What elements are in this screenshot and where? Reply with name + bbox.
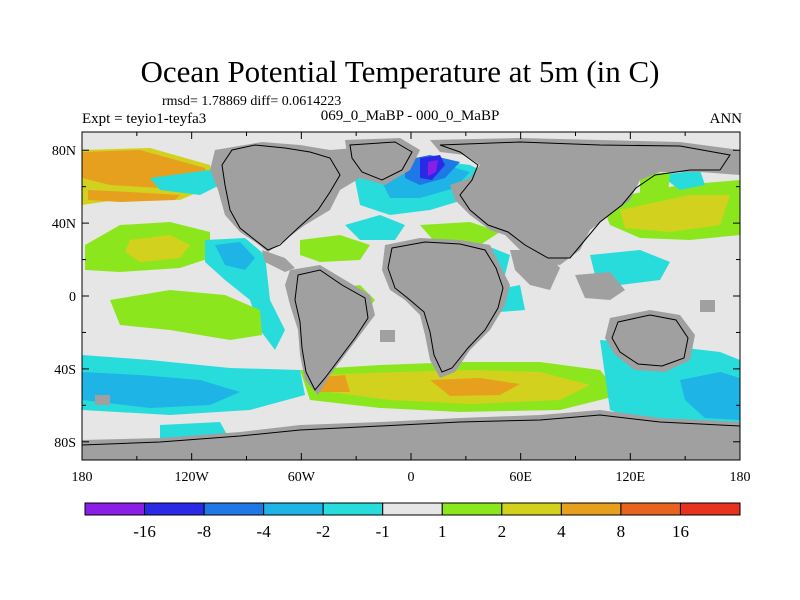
colorbar <box>84 502 741 516</box>
coastline <box>294 269 369 391</box>
x-tick-label: 60W <box>288 470 316 485</box>
colorbar-label: -16 <box>133 522 156 541</box>
y-axis-labels: 80N 40N 0 40S 80S <box>52 144 76 451</box>
colorbar-label: 1 <box>438 522 447 541</box>
experiment-label: Expt = teyio1-teyfa3 <box>82 111 207 127</box>
axis-ticks <box>81 132 741 460</box>
anomaly-region <box>680 372 740 420</box>
colorbar-swatch <box>263 502 324 516</box>
anomaly-region <box>215 242 255 270</box>
colorbar-swatch <box>144 502 205 516</box>
anomaly-region <box>125 235 190 262</box>
land-island <box>700 300 715 312</box>
anomaly-region <box>110 290 262 340</box>
y-tick-label: 40N <box>52 217 76 232</box>
x-tick-label: 0 <box>408 470 415 485</box>
land-island <box>380 330 395 342</box>
coastline <box>439 141 731 259</box>
coastline <box>611 314 689 367</box>
anomaly-regions <box>82 148 740 445</box>
y-tick-label: 0 <box>69 290 76 305</box>
colorbar-label: -2 <box>316 522 330 541</box>
colorbar-swatch <box>560 502 622 516</box>
land-south-america <box>285 265 375 395</box>
colorbar-label: -4 <box>257 522 272 541</box>
anomaly-region <box>300 235 370 262</box>
season-label: ANN <box>709 111 743 127</box>
colorbar-label: -8 <box>197 522 211 541</box>
colorbar-label: 2 <box>498 522 507 541</box>
map-title: Ocean Potential Temperature at 5m (in C) <box>140 54 660 89</box>
land-island <box>95 395 110 405</box>
colorbar-swatch <box>382 502 443 516</box>
colorbar-labels: -16 -8 -4 -2 -1 1 2 4 8 16 <box>133 522 689 541</box>
coastline <box>82 414 740 446</box>
y-tick-label: 80N <box>52 144 76 159</box>
land-central-america <box>262 250 295 272</box>
map-plot-area <box>82 132 740 460</box>
colorbar-swatch <box>441 502 503 516</box>
anomaly-region <box>660 170 705 190</box>
x-axis-labels: 180 120W 60W 0 60E 120E 180 <box>72 470 751 485</box>
land-mask <box>82 138 740 460</box>
x-tick-label: 180 <box>72 470 93 485</box>
x-tick-label: 60E <box>509 470 532 485</box>
coastlines <box>82 141 740 446</box>
land-north-america <box>210 142 370 252</box>
anomaly-region <box>620 195 730 232</box>
land-africa <box>382 238 510 378</box>
colorbar-swatch <box>322 502 384 516</box>
stats-text: rmsd= 1.78869 diff= 0.0614223 <box>162 94 342 109</box>
colorbar-label: 4 <box>557 522 566 541</box>
anomaly-region <box>640 172 670 195</box>
colorbar-swatch <box>679 502 741 516</box>
period-label: 069_0_MaBP - 000_0_MaBP <box>320 108 500 124</box>
colorbar-label: -1 <box>376 522 390 541</box>
coastline <box>221 144 341 251</box>
x-tick-label: 180 <box>730 470 751 485</box>
x-tick-label: 120W <box>175 470 210 485</box>
y-tick-label: 40S <box>54 363 76 378</box>
x-tick-label: 120E <box>616 470 646 485</box>
colorbar-swatch <box>84 502 146 516</box>
land-indonesia <box>575 272 625 300</box>
colorbar-swatch <box>501 502 562 516</box>
land-eurasia <box>430 138 740 265</box>
anomaly-region <box>150 170 220 195</box>
coastline <box>387 241 504 373</box>
colorbar-swatch <box>620 502 681 516</box>
y-tick-label: 80S <box>54 436 76 451</box>
land-greenland <box>345 138 420 185</box>
land-arabia-india <box>510 250 560 290</box>
anomaly-region <box>82 372 240 408</box>
coastline <box>349 141 413 181</box>
land-antarctica <box>82 410 740 460</box>
colorbar-label: 8 <box>617 522 626 541</box>
colorbar-label: 16 <box>672 522 689 541</box>
anomaly-region <box>428 160 438 176</box>
anomaly-region <box>205 238 285 350</box>
anomaly-region <box>430 378 520 396</box>
anomaly-region <box>345 215 405 240</box>
anomaly-region <box>88 190 180 202</box>
colorbar-swatch <box>203 502 265 516</box>
